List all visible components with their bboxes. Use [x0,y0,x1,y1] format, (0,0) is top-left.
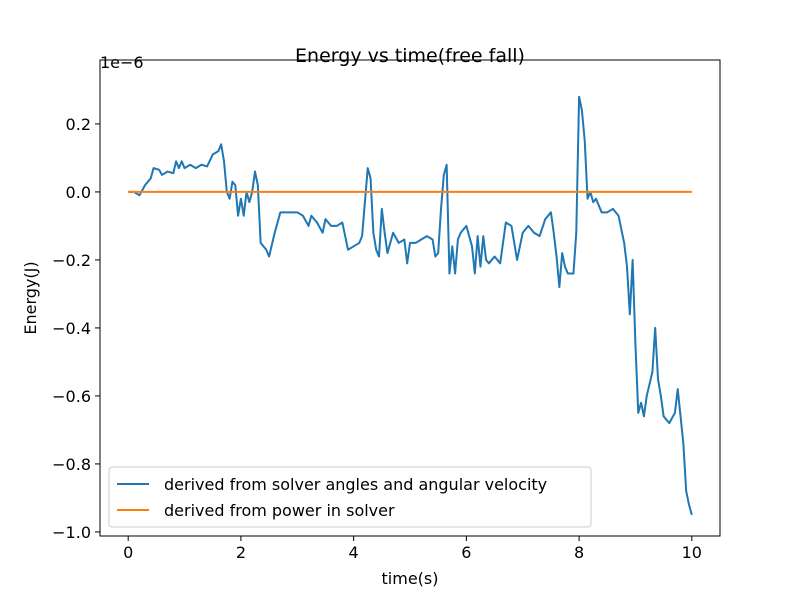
x-tick-label: 10 [682,543,702,562]
y-offset-label: 1e−6 [100,53,144,72]
x-tick-label: 2 [236,543,246,562]
legend-label: derived from power in solver [164,501,395,520]
y-tick-label: −0.8 [52,455,91,474]
y-tick-label: −1.0 [52,523,91,542]
x-axis-label: time(s) [382,569,439,588]
chart-title: Energy vs time(free fall) [295,45,525,67]
legend-label: derived from solver angles and angular v… [164,475,547,494]
legend-box [108,466,592,528]
y-tick-label: −0.2 [52,251,91,270]
y-tick-label: 0.0 [66,183,91,202]
x-tick-label: 6 [461,543,471,562]
y-tick-label: −0.4 [52,319,91,338]
x-tick-label: 4 [349,543,359,562]
x-tick-label: 0 [123,543,133,562]
y-tick-label: 0.2 [66,115,91,134]
y-tick-label: −0.6 [52,387,91,406]
y-axis-label: Energy(J) [21,261,40,334]
plot-frame [99,59,721,537]
series-line [128,95,693,516]
x-tick-label: 8 [574,543,584,562]
